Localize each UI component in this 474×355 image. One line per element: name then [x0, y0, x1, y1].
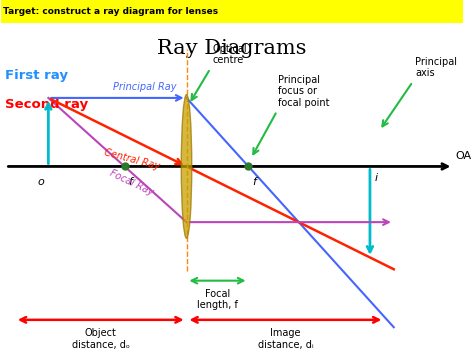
Text: Second ray: Second ray [6, 98, 89, 111]
FancyBboxPatch shape [0, 0, 463, 23]
Text: Object
distance, dₒ: Object distance, dₒ [72, 328, 130, 350]
Text: Image
distance, dᵢ: Image distance, dᵢ [257, 328, 313, 350]
Text: o: o [38, 177, 45, 187]
Ellipse shape [181, 95, 192, 238]
Text: Principal
focus or
focal point: Principal focus or focal point [278, 75, 329, 108]
Text: Focal
length, f: Focal length, f [197, 289, 238, 310]
Text: Principal
axis: Principal axis [415, 57, 457, 78]
Text: f: f [128, 177, 132, 187]
Text: Principal Ray: Principal Ray [113, 82, 176, 92]
Text: Optical
centre: Optical centre [213, 44, 247, 65]
Text: f: f [252, 177, 256, 187]
Text: First ray: First ray [6, 69, 68, 82]
Text: i: i [375, 173, 378, 183]
Text: Central Ray: Central Ray [103, 147, 161, 171]
Text: Target: construct a ray diagram for lenses: Target: construct a ray diagram for lens… [3, 7, 218, 16]
Text: Ray Diagrams: Ray Diagrams [157, 39, 307, 58]
Text: Focal Ray: Focal Ray [108, 168, 155, 197]
Text: OA: OA [456, 151, 472, 161]
